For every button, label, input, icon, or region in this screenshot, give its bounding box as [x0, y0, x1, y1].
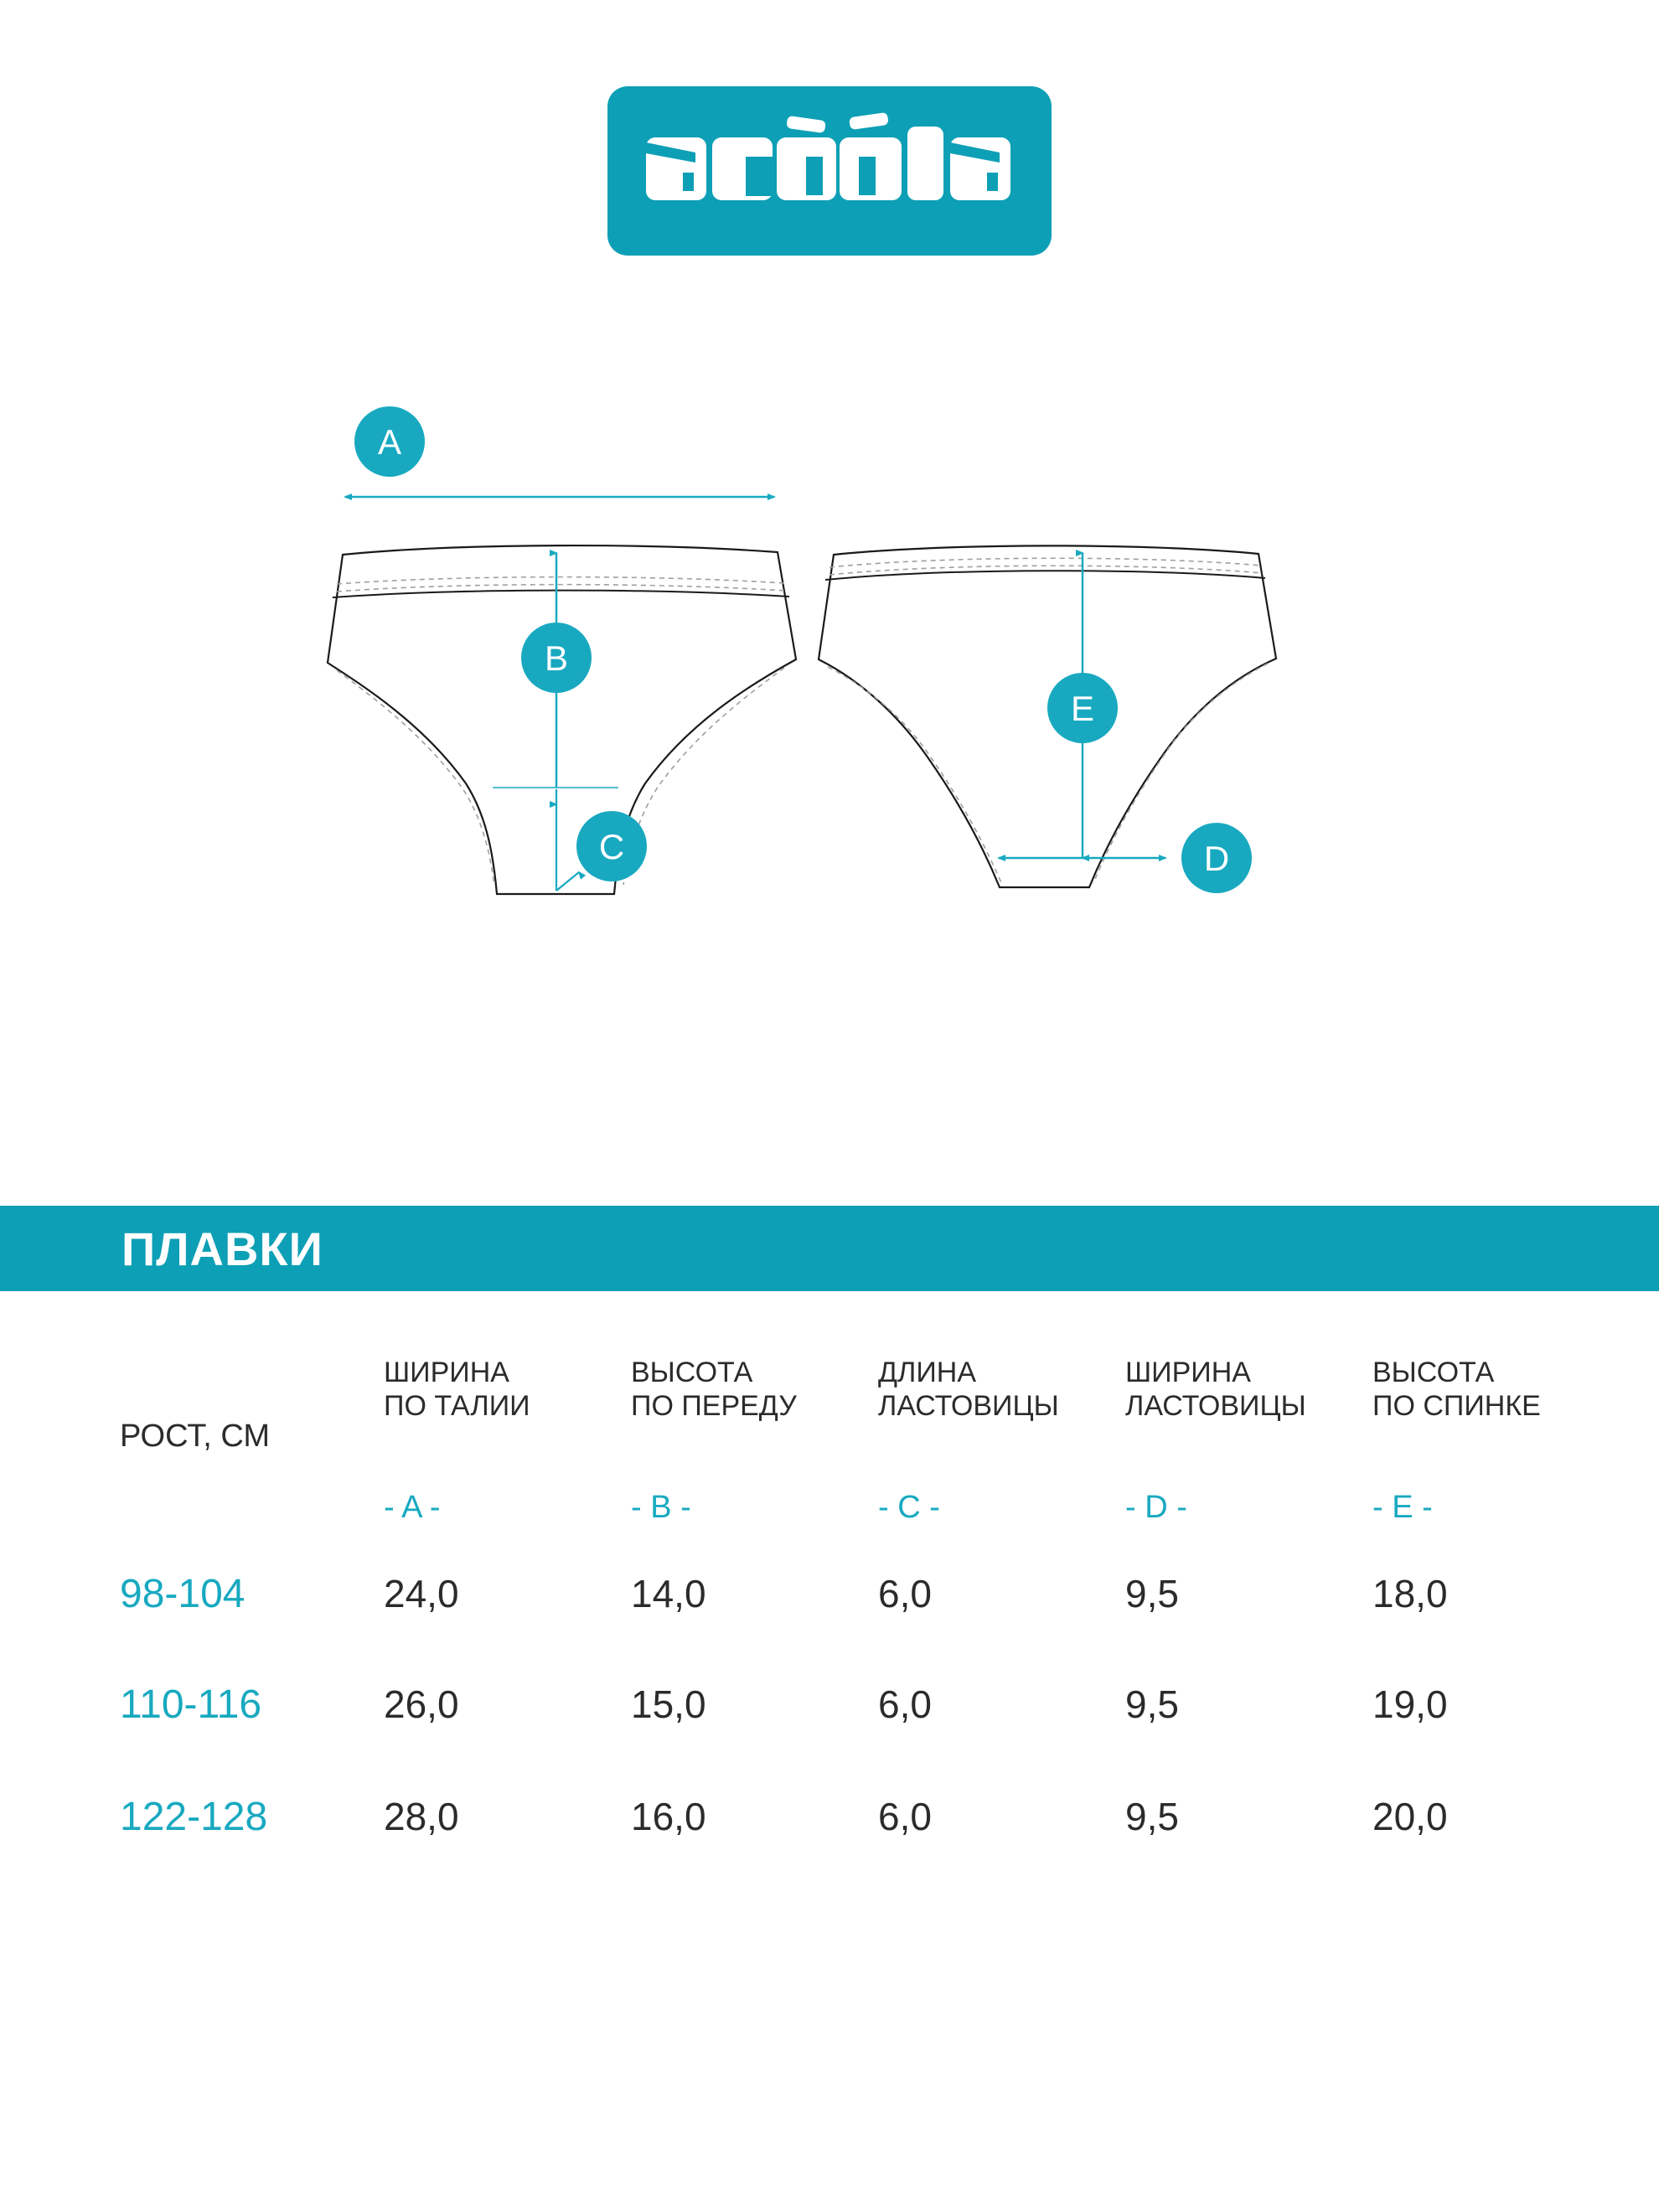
svg-text:C: C	[599, 827, 624, 866]
svg-text:A: A	[378, 422, 401, 462]
svg-text:B: B	[545, 638, 568, 678]
svg-text:E: E	[1071, 689, 1094, 728]
svg-text:D: D	[1204, 839, 1229, 878]
